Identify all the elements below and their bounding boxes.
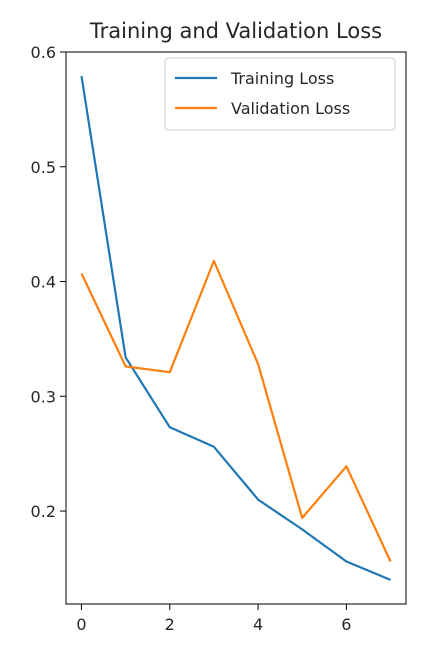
y-tick-label: 0.3 [31,387,56,406]
legend-label: Training Loss [230,69,334,88]
chart-title: Training and Validation Loss [89,19,382,43]
y-tick-label: 0.2 [31,502,56,521]
series-line-validation-loss [80,259,392,562]
y-tick-label: 0.4 [31,273,56,292]
series-layer [80,75,392,581]
plot-area [65,51,407,605]
x-tick-label: 2 [165,615,175,634]
legend-box [164,57,396,131]
series-line-training-loss [80,75,391,581]
y-axis: 0.2 0.3 0.4 0.5 0.6 [31,43,66,521]
y-tick-label: 0.5 [31,158,56,177]
legend-label: Validation Loss [231,99,350,118]
x-tick-label: 6 [341,615,351,634]
x-tick-label: 4 [253,615,263,634]
y-tick-label: 0.6 [31,43,56,62]
x-axis: 0 2 4 6 [76,604,351,634]
legend: Training Loss Validation Loss [164,57,396,131]
x-tick-label: 0 [76,615,86,634]
